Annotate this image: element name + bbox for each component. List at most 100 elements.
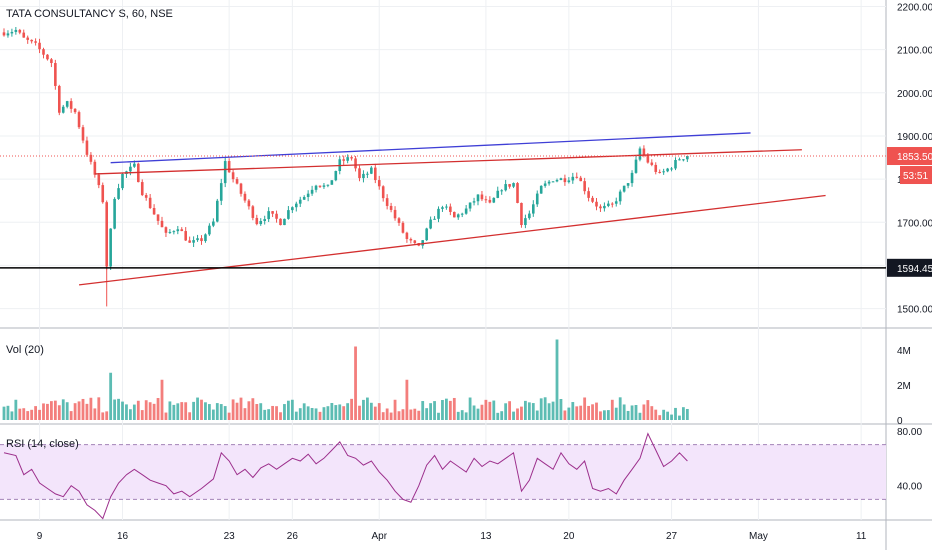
candle-body — [563, 178, 567, 183]
candle — [117, 183, 120, 200]
volume-bar — [397, 411, 401, 420]
candle-body — [129, 166, 132, 172]
candle — [630, 170, 634, 187]
volume-bar — [77, 401, 81, 420]
volume-bar — [267, 409, 271, 420]
trendline-upper-channel[interactable] — [110, 132, 751, 164]
volume-bar — [539, 398, 543, 420]
candle-body — [58, 85, 61, 113]
volume-bar — [65, 402, 69, 420]
volume-bar — [89, 397, 93, 420]
candle-body — [65, 101, 69, 107]
candle — [678, 157, 681, 161]
candle-body — [188, 240, 191, 243]
candle-body — [271, 211, 274, 214]
candle-body — [401, 222, 405, 233]
time-axis[interactable]: 9 16 23 26 Apr 13 20 27 May 11 — [37, 531, 867, 542]
volume-bar — [508, 401, 511, 420]
candle — [484, 195, 488, 204]
rsi-band-fill — [0, 444, 886, 500]
candle-body — [535, 193, 539, 205]
candle-body — [140, 182, 144, 196]
candle — [192, 236, 195, 247]
volume-bar — [551, 401, 555, 420]
time-tick-label: 27 — [666, 531, 678, 542]
candle-body — [579, 177, 582, 182]
candle-body — [2, 32, 6, 36]
candle — [184, 227, 187, 242]
candle-body — [437, 208, 440, 219]
candle-body — [358, 168, 361, 179]
candle-body — [227, 161, 231, 173]
trendlines-layer[interactable] — [78, 132, 826, 286]
volume-bar — [654, 409, 658, 420]
candle — [164, 226, 168, 237]
volume-bar — [14, 399, 18, 420]
candle-body — [456, 214, 460, 218]
candle-body — [488, 199, 492, 203]
volume-bar — [614, 407, 618, 420]
price-axis[interactable]: 2200.002100.002000.001900.001800.001700.… — [887, 2, 932, 493]
rsi-band — [0, 444, 886, 500]
candle — [622, 185, 626, 193]
candle — [559, 177, 563, 181]
volume-bar — [547, 403, 551, 420]
volume-bar — [219, 404, 223, 420]
volume-bar — [263, 409, 267, 420]
volume-bar — [18, 408, 22, 420]
candle — [235, 177, 239, 185]
time-tick-label: 26 — [287, 531, 299, 542]
rsi-line-layer — [3, 432, 688, 520]
volume-bar — [50, 401, 53, 420]
candle-body — [346, 157, 349, 161]
candle — [366, 171, 369, 179]
candle-body — [192, 240, 195, 243]
volume-bar — [437, 412, 440, 420]
volume-bar — [196, 397, 199, 420]
trendline-middle-channel[interactable] — [94, 149, 802, 175]
candle — [634, 156, 638, 174]
candle-body — [381, 186, 385, 199]
candle — [85, 136, 89, 157]
volume-bar — [180, 402, 184, 420]
volume-bar — [38, 409, 41, 420]
volume-bar — [650, 406, 654, 420]
candle-body — [196, 238, 199, 241]
candle — [492, 197, 496, 204]
candle — [385, 194, 389, 210]
volume-bar — [105, 411, 109, 420]
candle-body — [101, 185, 105, 203]
candle — [97, 172, 101, 189]
volume-bar — [472, 405, 476, 420]
trendline-lower-channel[interactable] — [78, 194, 826, 286]
candle-body — [464, 208, 468, 214]
candle — [342, 155, 345, 165]
candle-body — [219, 183, 223, 201]
candle-body — [614, 201, 618, 204]
candle — [571, 172, 575, 184]
volume-bar — [200, 399, 203, 420]
candle — [330, 180, 334, 185]
candle — [259, 218, 263, 226]
candle — [200, 235, 203, 245]
candle — [176, 225, 180, 235]
candle — [172, 230, 176, 235]
candle-body — [298, 199, 302, 204]
volume-bar — [354, 346, 357, 420]
volume-bar — [243, 408, 247, 420]
volume-bar — [310, 408, 314, 420]
volume-bar — [30, 409, 34, 420]
volume-bar — [682, 407, 685, 420]
candle-body — [441, 207, 444, 209]
volume-tick-label: 2M — [897, 381, 911, 392]
volume-bar — [685, 408, 689, 420]
candle-body — [429, 219, 432, 229]
candle — [239, 182, 243, 197]
candle-body — [334, 170, 338, 181]
candle-body — [480, 194, 484, 200]
candle-body — [654, 164, 658, 172]
candle-body — [302, 196, 306, 200]
candle — [109, 228, 112, 270]
